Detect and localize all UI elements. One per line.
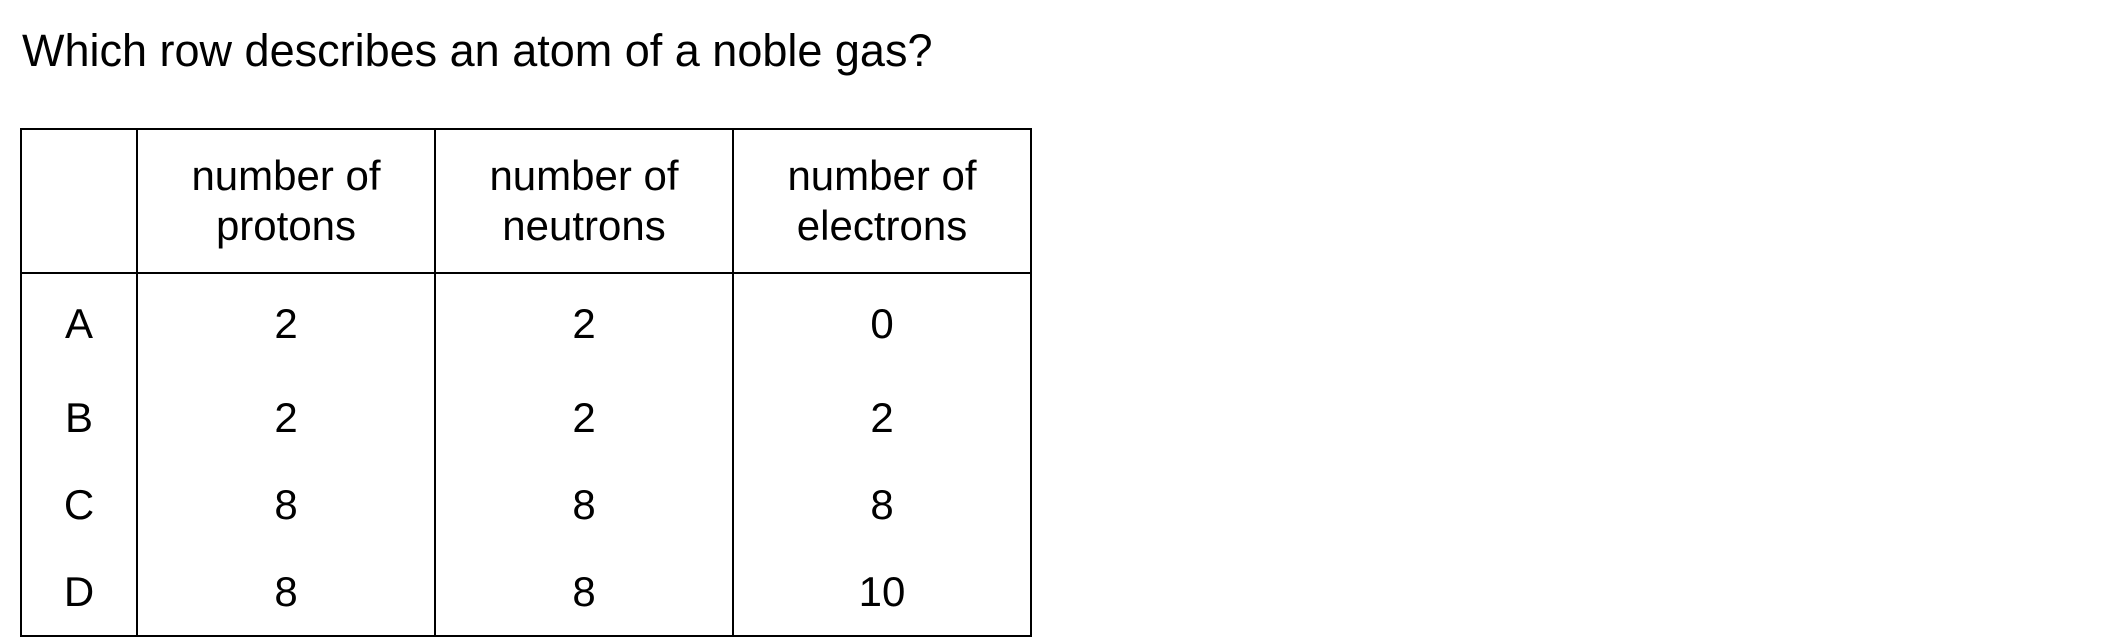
row-key-b: B (20, 374, 138, 461)
table-header-row: number of protons number of neutrons num… (20, 128, 1032, 274)
header-neutrons: number of neutrons (434, 128, 734, 274)
cell-protons: 2 (136, 273, 436, 374)
answer-table: number of protons number of neutrons num… (20, 128, 1032, 637)
table-row-c[interactable]: C 8 8 8 (20, 461, 1032, 548)
header-blank-cell (20, 128, 138, 274)
cell-electrons: 10 (732, 548, 1032, 637)
header-neutrons-line1: number of (489, 152, 679, 199)
cell-protons: 8 (136, 548, 436, 637)
table-row-d[interactable]: D 8 8 10 (20, 548, 1032, 637)
header-protons: number of protons (136, 128, 436, 274)
row-key-a: A (20, 273, 138, 374)
cell-neutrons: 8 (434, 548, 734, 637)
cell-neutrons: 2 (434, 374, 734, 461)
header-protons-line2: protons (215, 202, 357, 249)
header-electrons: number of electrons (732, 128, 1032, 274)
row-key-d: D (20, 548, 138, 637)
question-text: Which row describes an atom of a noble g… (22, 25, 933, 76)
header-electrons-line2: electrons (796, 202, 968, 249)
cell-electrons: 8 (732, 461, 1032, 548)
cell-electrons: 2 (732, 374, 1032, 461)
cell-electrons: 0 (732, 273, 1032, 374)
table-row-a[interactable]: A 2 2 0 (20, 273, 1032, 374)
cell-protons: 8 (136, 461, 436, 548)
table-row-b[interactable]: B 2 2 2 (20, 374, 1032, 461)
header-electrons-line1: number of (787, 152, 977, 199)
cell-neutrons: 2 (434, 273, 734, 374)
cell-neutrons: 8 (434, 461, 734, 548)
header-protons-line1: number of (191, 152, 381, 199)
cell-protons: 2 (136, 374, 436, 461)
header-neutrons-line2: neutrons (502, 202, 666, 249)
row-key-c: C (20, 461, 138, 548)
